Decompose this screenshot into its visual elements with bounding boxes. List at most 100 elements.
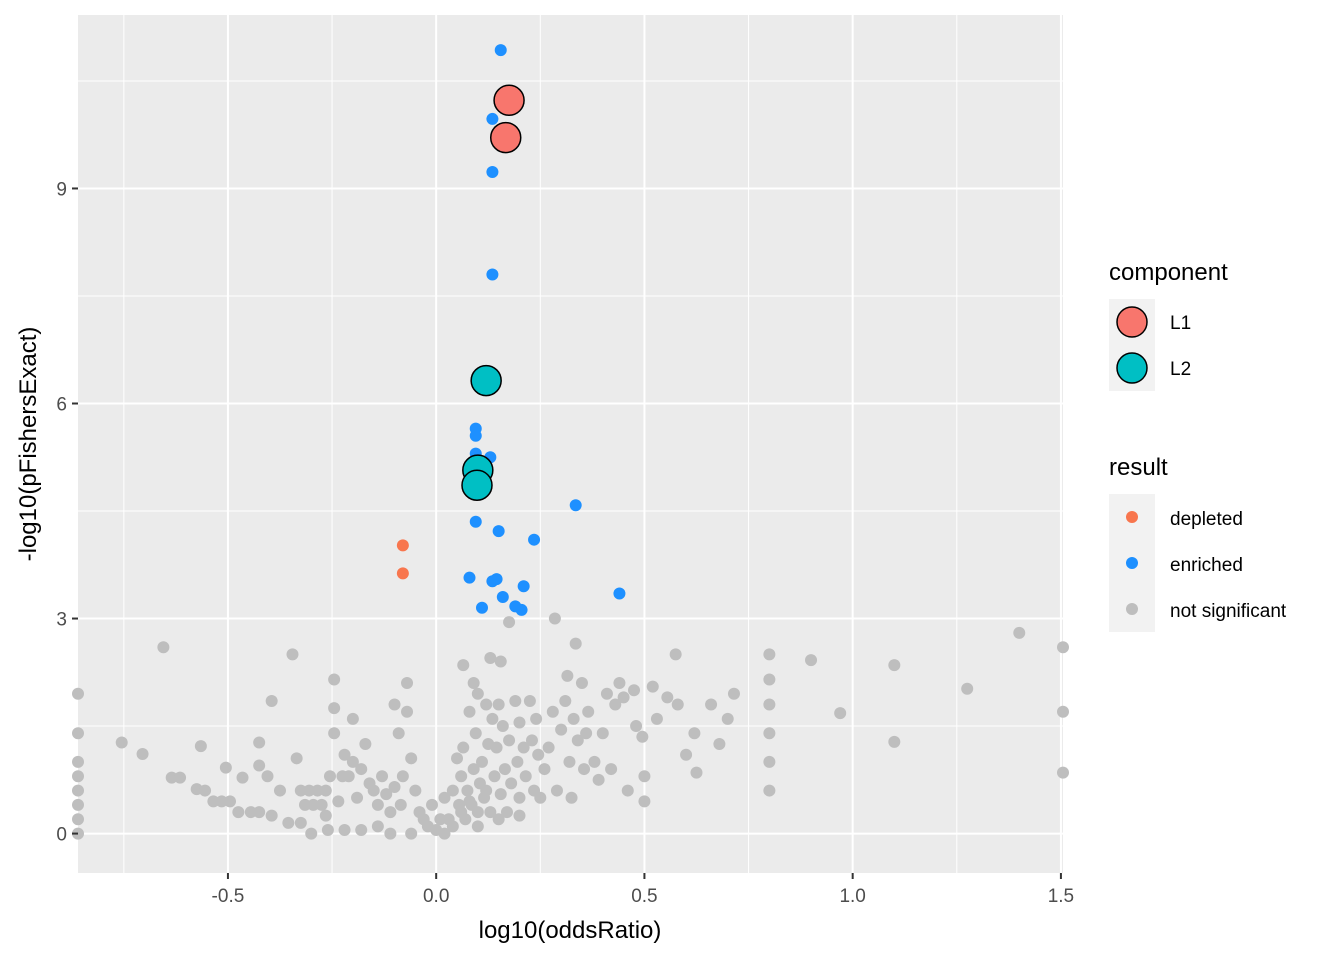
point-not-significant-63 bbox=[392, 727, 405, 740]
point-not-significant-25 bbox=[253, 759, 266, 772]
point-not-significant-4 bbox=[72, 784, 84, 797]
point-not-significant-56 bbox=[367, 784, 380, 797]
point-not-significant-19 bbox=[224, 795, 237, 808]
point-not-significant-12 bbox=[174, 771, 187, 784]
point-not-significant-163 bbox=[713, 737, 726, 750]
point-not-significant-139 bbox=[582, 705, 595, 718]
point-not-significant-195 bbox=[463, 795, 476, 808]
point-not-significant-68 bbox=[405, 752, 418, 765]
y-tick-label-1: 3 bbox=[56, 610, 67, 631]
point-not-significant-172 bbox=[805, 654, 818, 667]
point-not-significant-104 bbox=[494, 788, 507, 801]
point-not-significant-83 bbox=[457, 741, 470, 754]
point-not-significant-146 bbox=[613, 677, 626, 690]
legend-key-not-significant bbox=[1126, 603, 1138, 615]
point-not-significant-181 bbox=[305, 827, 318, 840]
point-enriched-2 bbox=[486, 165, 499, 178]
point-not-significant-137 bbox=[578, 763, 591, 776]
legend-label-enriched: enriched bbox=[1170, 555, 1243, 576]
point-enriched-16 bbox=[496, 591, 509, 604]
point-not-significant-75 bbox=[434, 813, 447, 826]
point-not-significant-161 bbox=[690, 766, 703, 779]
point-not-significant-169 bbox=[763, 727, 776, 740]
point-not-significant-153 bbox=[638, 770, 651, 783]
point-not-significant-29 bbox=[273, 784, 286, 797]
point-not-significant-148 bbox=[621, 784, 634, 797]
point-not-significant-15 bbox=[199, 784, 212, 797]
point-not-significant-102 bbox=[492, 698, 505, 711]
point-enriched-17 bbox=[613, 587, 626, 600]
point-not-significant-114 bbox=[513, 791, 526, 804]
point-not-significant-90 bbox=[471, 687, 484, 700]
point-not-significant-117 bbox=[523, 694, 536, 707]
point-not-significant-78 bbox=[446, 784, 459, 797]
point-not-significant-176 bbox=[961, 682, 974, 695]
point-not-significant-98 bbox=[484, 651, 497, 664]
point-enriched-0 bbox=[494, 44, 507, 57]
point-not-significant-10 bbox=[157, 641, 170, 654]
point-not-significant-66 bbox=[401, 677, 414, 690]
data-points bbox=[72, 44, 1069, 840]
point-not-significant-91 bbox=[471, 806, 484, 819]
point-not-significant-166 bbox=[763, 648, 776, 661]
point-not-significant-188 bbox=[438, 827, 451, 840]
point-not-significant-192 bbox=[492, 813, 505, 826]
point-not-significant-21 bbox=[236, 771, 249, 784]
point-not-significant-73 bbox=[426, 798, 439, 811]
point-not-significant-36 bbox=[303, 784, 316, 797]
point-not-significant-111 bbox=[509, 694, 522, 707]
point-enriched-20 bbox=[515, 603, 528, 616]
point-not-significant-145 bbox=[609, 698, 622, 711]
point-not-significant-23 bbox=[253, 806, 266, 819]
point-enriched-18 bbox=[475, 601, 488, 614]
point-not-significant-65 bbox=[396, 770, 409, 783]
point-not-significant-191 bbox=[471, 820, 484, 833]
point-not-significant-14 bbox=[194, 740, 207, 753]
highlighted-points bbox=[461, 84, 525, 501]
point-not-significant-186 bbox=[384, 827, 397, 840]
highlight-l1-0 bbox=[493, 84, 525, 117]
x-tick-label-2: 0.5 bbox=[631, 886, 657, 907]
point-not-significant-113 bbox=[513, 716, 526, 729]
point-not-significant-131 bbox=[563, 755, 576, 768]
point-not-significant-156 bbox=[661, 691, 674, 704]
point-not-significant-187 bbox=[405, 827, 418, 840]
point-not-significant-97 bbox=[484, 806, 497, 819]
point-not-significant-3 bbox=[72, 770, 84, 783]
point-enriched-12 bbox=[463, 571, 476, 584]
point-not-significant-82 bbox=[457, 659, 470, 672]
point-not-significant-189 bbox=[446, 820, 459, 833]
point-not-significant-93 bbox=[475, 755, 488, 768]
point-not-significant-52 bbox=[351, 791, 364, 804]
point-not-significant-121 bbox=[532, 748, 545, 761]
point-not-significant-177 bbox=[1013, 626, 1026, 639]
point-not-significant-31 bbox=[286, 648, 299, 661]
point-not-significant-81 bbox=[455, 770, 468, 783]
legend-component: component L1 L2 bbox=[1109, 259, 1228, 391]
point-not-significant-22 bbox=[244, 806, 257, 819]
point-not-significant-0 bbox=[72, 687, 84, 700]
point-not-significant-129 bbox=[559, 694, 572, 707]
point-not-significant-69 bbox=[409, 784, 422, 797]
point-not-significant-51 bbox=[346, 755, 359, 768]
point-enriched-8 bbox=[469, 515, 482, 528]
point-not-significant-32 bbox=[290, 752, 303, 765]
x-tick-label-0: -0.5 bbox=[212, 886, 245, 907]
minor-gridlines bbox=[78, 15, 1063, 873]
point-not-significant-103 bbox=[494, 655, 507, 668]
legend-result: result depleted enriched not significant bbox=[1109, 454, 1287, 632]
point-not-significant-159 bbox=[680, 748, 693, 761]
point-not-significant-84 bbox=[461, 784, 474, 797]
point-not-significant-45 bbox=[328, 727, 341, 740]
point-not-significant-179 bbox=[1057, 705, 1069, 718]
point-not-significant-126 bbox=[548, 612, 561, 625]
point-not-significant-24 bbox=[253, 736, 266, 749]
point-not-significant-154 bbox=[646, 680, 659, 693]
point-not-significant-30 bbox=[282, 816, 295, 829]
legend-component-title: component bbox=[1109, 259, 1228, 286]
point-not-significant-196 bbox=[480, 784, 493, 797]
point-not-significant-184 bbox=[355, 823, 368, 836]
point-not-significant-64 bbox=[394, 798, 407, 811]
point-not-significant-109 bbox=[503, 734, 516, 747]
